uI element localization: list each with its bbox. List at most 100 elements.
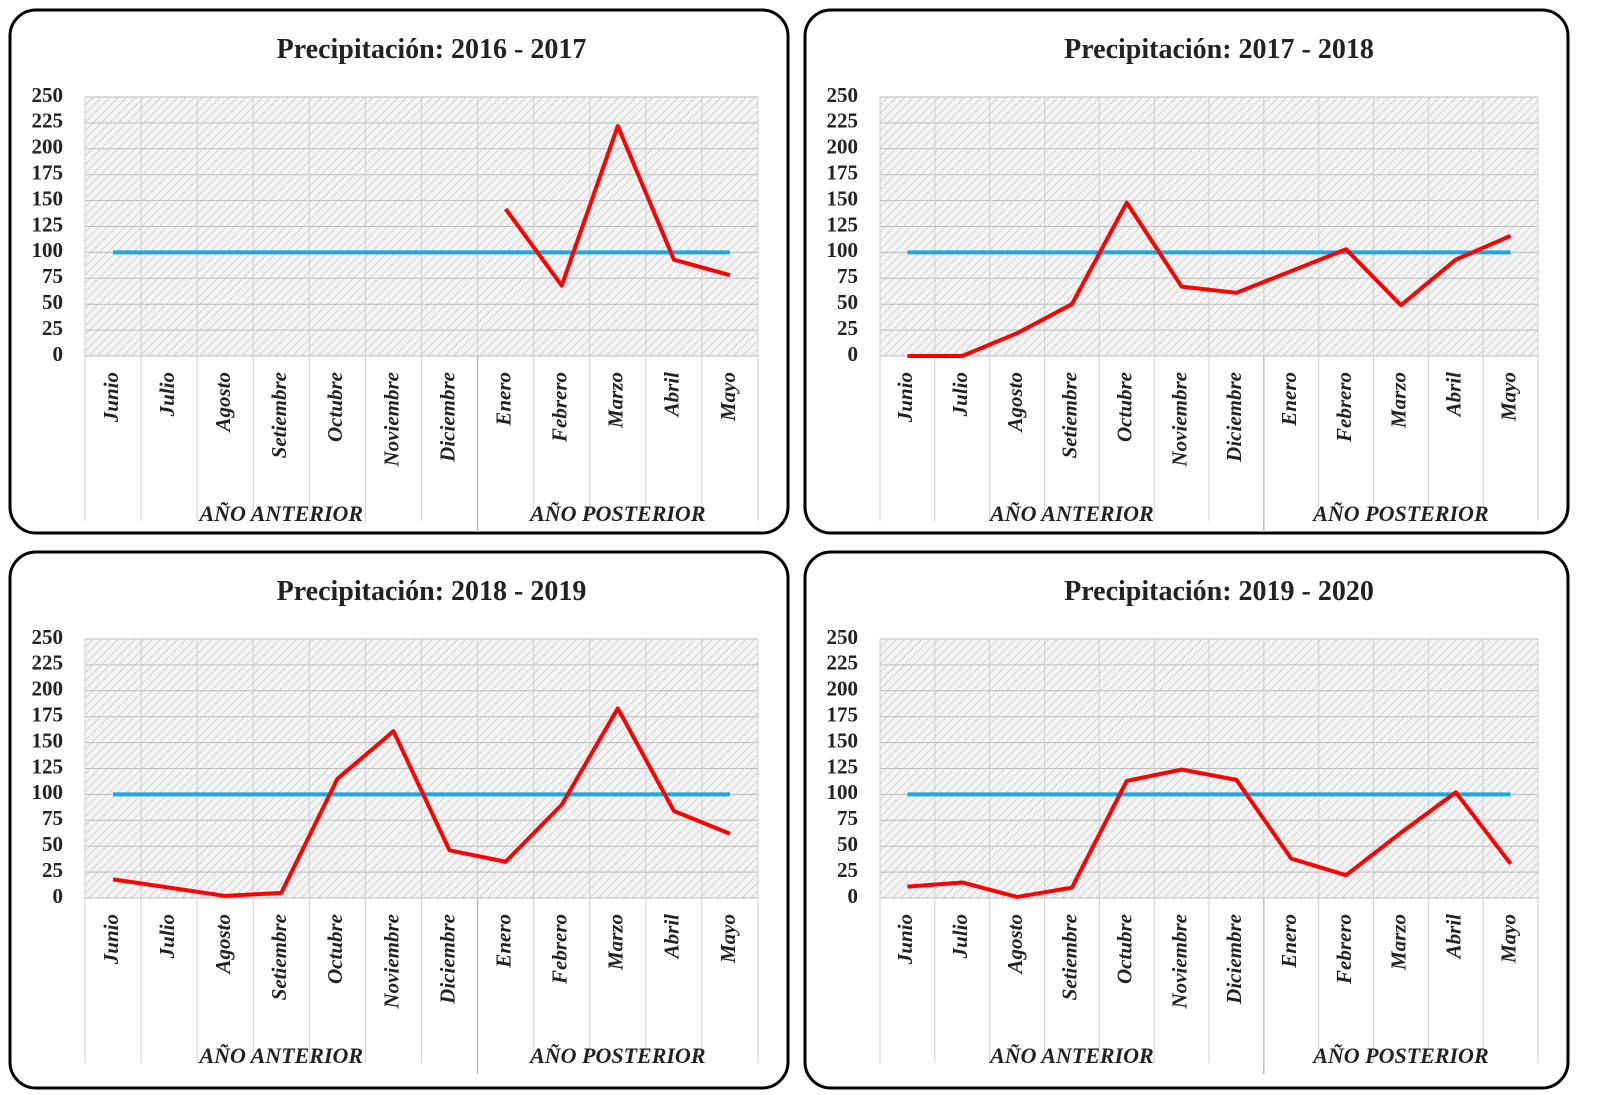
y-tick-label: 225 xyxy=(32,109,64,133)
x-tick-label: Octubre xyxy=(323,372,347,442)
x-tick-label: Febrero xyxy=(1332,372,1356,443)
y-tick-label: 200 xyxy=(827,677,859,701)
x-tick-label: Noviembre xyxy=(1167,372,1191,467)
y-tick-label: 50 xyxy=(837,832,858,856)
x-tick-label: Enero xyxy=(491,372,515,427)
x-tick-label: Febrero xyxy=(548,372,572,443)
x-tick-label: Abril xyxy=(1442,372,1466,419)
y-tick-label: 125 xyxy=(827,754,859,778)
y-tick-label: 150 xyxy=(32,728,64,752)
x-tick-label: Octubre xyxy=(1113,914,1137,984)
y-tick-label: 75 xyxy=(837,264,858,288)
x-tick-label: Junio xyxy=(893,372,917,423)
y-tick-label: 0 xyxy=(848,342,859,366)
group-label: AÑO POSTERIOR xyxy=(1311,501,1488,526)
y-tick-label: 25 xyxy=(42,858,63,882)
y-tick-label: 0 xyxy=(53,342,64,366)
x-tick-label: Setiembre xyxy=(267,914,291,1000)
x-tick-label: Abril xyxy=(660,914,684,961)
y-tick-label: 100 xyxy=(827,780,859,804)
y-tick-label: 75 xyxy=(42,264,63,288)
series-line xyxy=(907,200,1512,358)
y-tick-label: 100 xyxy=(32,780,64,804)
x-tick-label: Agosto xyxy=(211,372,235,434)
x-tick-label: Enero xyxy=(491,914,515,969)
chart-panel: Precipitación: 2019 - 202002550751001251… xyxy=(803,550,1570,1090)
group-label: AÑO POSTERIOR xyxy=(528,501,705,526)
y-tick-label: 125 xyxy=(32,212,64,236)
y-tick-label: 200 xyxy=(32,677,64,701)
x-tick-label: Octubre xyxy=(1113,372,1137,442)
y-tick-label: 200 xyxy=(827,135,859,159)
y-tick-label: 0 xyxy=(848,884,859,908)
group-label: AÑO ANTERIOR xyxy=(197,501,363,526)
y-tick-label: 175 xyxy=(32,703,64,727)
x-tick-label: Junio xyxy=(99,372,123,423)
series-line xyxy=(504,124,731,288)
y-tick-label: 200 xyxy=(32,135,64,159)
x-tick-label: Marzo xyxy=(1387,914,1411,971)
x-tick-label: Mayo xyxy=(716,372,740,422)
x-tick-label: Marzo xyxy=(604,914,628,971)
chart-panel: Precipitación: 2016 - 201702550751001251… xyxy=(8,8,790,535)
group-label: AÑO POSTERIOR xyxy=(1311,1043,1488,1068)
chart-panel: Precipitación: 2018 - 201902550751001251… xyxy=(8,550,790,1090)
y-tick-label: 75 xyxy=(837,806,858,830)
x-tick-label: Mayo xyxy=(1496,372,1520,422)
x-tick-label: Abril xyxy=(660,372,684,419)
x-tick-label: Diciembre xyxy=(435,372,459,463)
y-tick-label: 50 xyxy=(42,290,63,314)
x-tick-label: Diciembre xyxy=(1222,914,1246,1005)
x-tick-label: Diciembre xyxy=(435,914,459,1005)
x-tick-label: Setiembre xyxy=(267,372,291,458)
group-label: AÑO ANTERIOR xyxy=(988,1043,1154,1068)
y-tick-label: 0 xyxy=(53,884,64,908)
y-tick-label: 225 xyxy=(827,651,859,675)
y-tick-label: 125 xyxy=(32,754,64,778)
y-tick-label: 75 xyxy=(42,806,63,830)
y-tick-label: 25 xyxy=(837,316,858,340)
chart-panel: Precipitación: 2017 - 201802550751001251… xyxy=(803,8,1570,535)
group-label: AÑO ANTERIOR xyxy=(988,501,1154,526)
group-label: AÑO ANTERIOR xyxy=(197,1043,363,1068)
y-tick-label: 225 xyxy=(32,651,64,675)
y-tick-label: 25 xyxy=(42,316,63,340)
y-tick-label: 175 xyxy=(32,161,64,185)
chart-title: Precipitación: 2018 - 2019 xyxy=(277,576,587,607)
chart-title: Precipitación: 2017 - 2018 xyxy=(1064,34,1374,65)
y-tick-label: 250 xyxy=(827,625,859,649)
x-tick-label: Marzo xyxy=(604,372,628,429)
x-tick-label: Diciembre xyxy=(1222,372,1246,463)
x-tick-label: Julio xyxy=(155,914,179,959)
y-tick-label: 50 xyxy=(42,832,63,856)
y-tick-label: 175 xyxy=(827,703,859,727)
x-tick-label: Agosto xyxy=(1003,914,1027,976)
x-tick-label: Abril xyxy=(1442,914,1466,961)
chart-title: Precipitación: 2019 - 2020 xyxy=(1064,576,1374,607)
y-tick-label: 250 xyxy=(32,83,64,107)
y-tick-label: 125 xyxy=(827,212,859,236)
x-tick-label: Enero xyxy=(1277,372,1301,427)
y-tick-label: 225 xyxy=(827,109,859,133)
series-line xyxy=(112,706,731,898)
y-tick-label: 250 xyxy=(827,83,859,107)
x-tick-label: Julio xyxy=(948,914,972,959)
x-tick-label: Agosto xyxy=(1003,372,1027,434)
y-tick-label: 250 xyxy=(32,625,64,649)
x-tick-label: Mayo xyxy=(716,914,740,964)
x-tick-label: Julio xyxy=(155,372,179,417)
y-tick-label: 150 xyxy=(827,728,859,752)
x-tick-label: Noviembre xyxy=(379,372,403,467)
y-tick-label: 100 xyxy=(32,238,64,262)
x-tick-label: Marzo xyxy=(1387,372,1411,429)
y-tick-label: 150 xyxy=(32,186,64,210)
y-tick-label: 150 xyxy=(827,186,859,210)
group-label: AÑO POSTERIOR xyxy=(528,1043,705,1068)
x-tick-label: Setiembre xyxy=(1058,372,1082,458)
x-tick-label: Enero xyxy=(1277,914,1301,969)
x-tick-label: Junio xyxy=(893,914,917,965)
series-line xyxy=(907,767,1513,899)
x-tick-label: Febrero xyxy=(548,914,572,985)
y-tick-label: 100 xyxy=(827,238,859,262)
x-tick-label: Febrero xyxy=(1332,914,1356,985)
